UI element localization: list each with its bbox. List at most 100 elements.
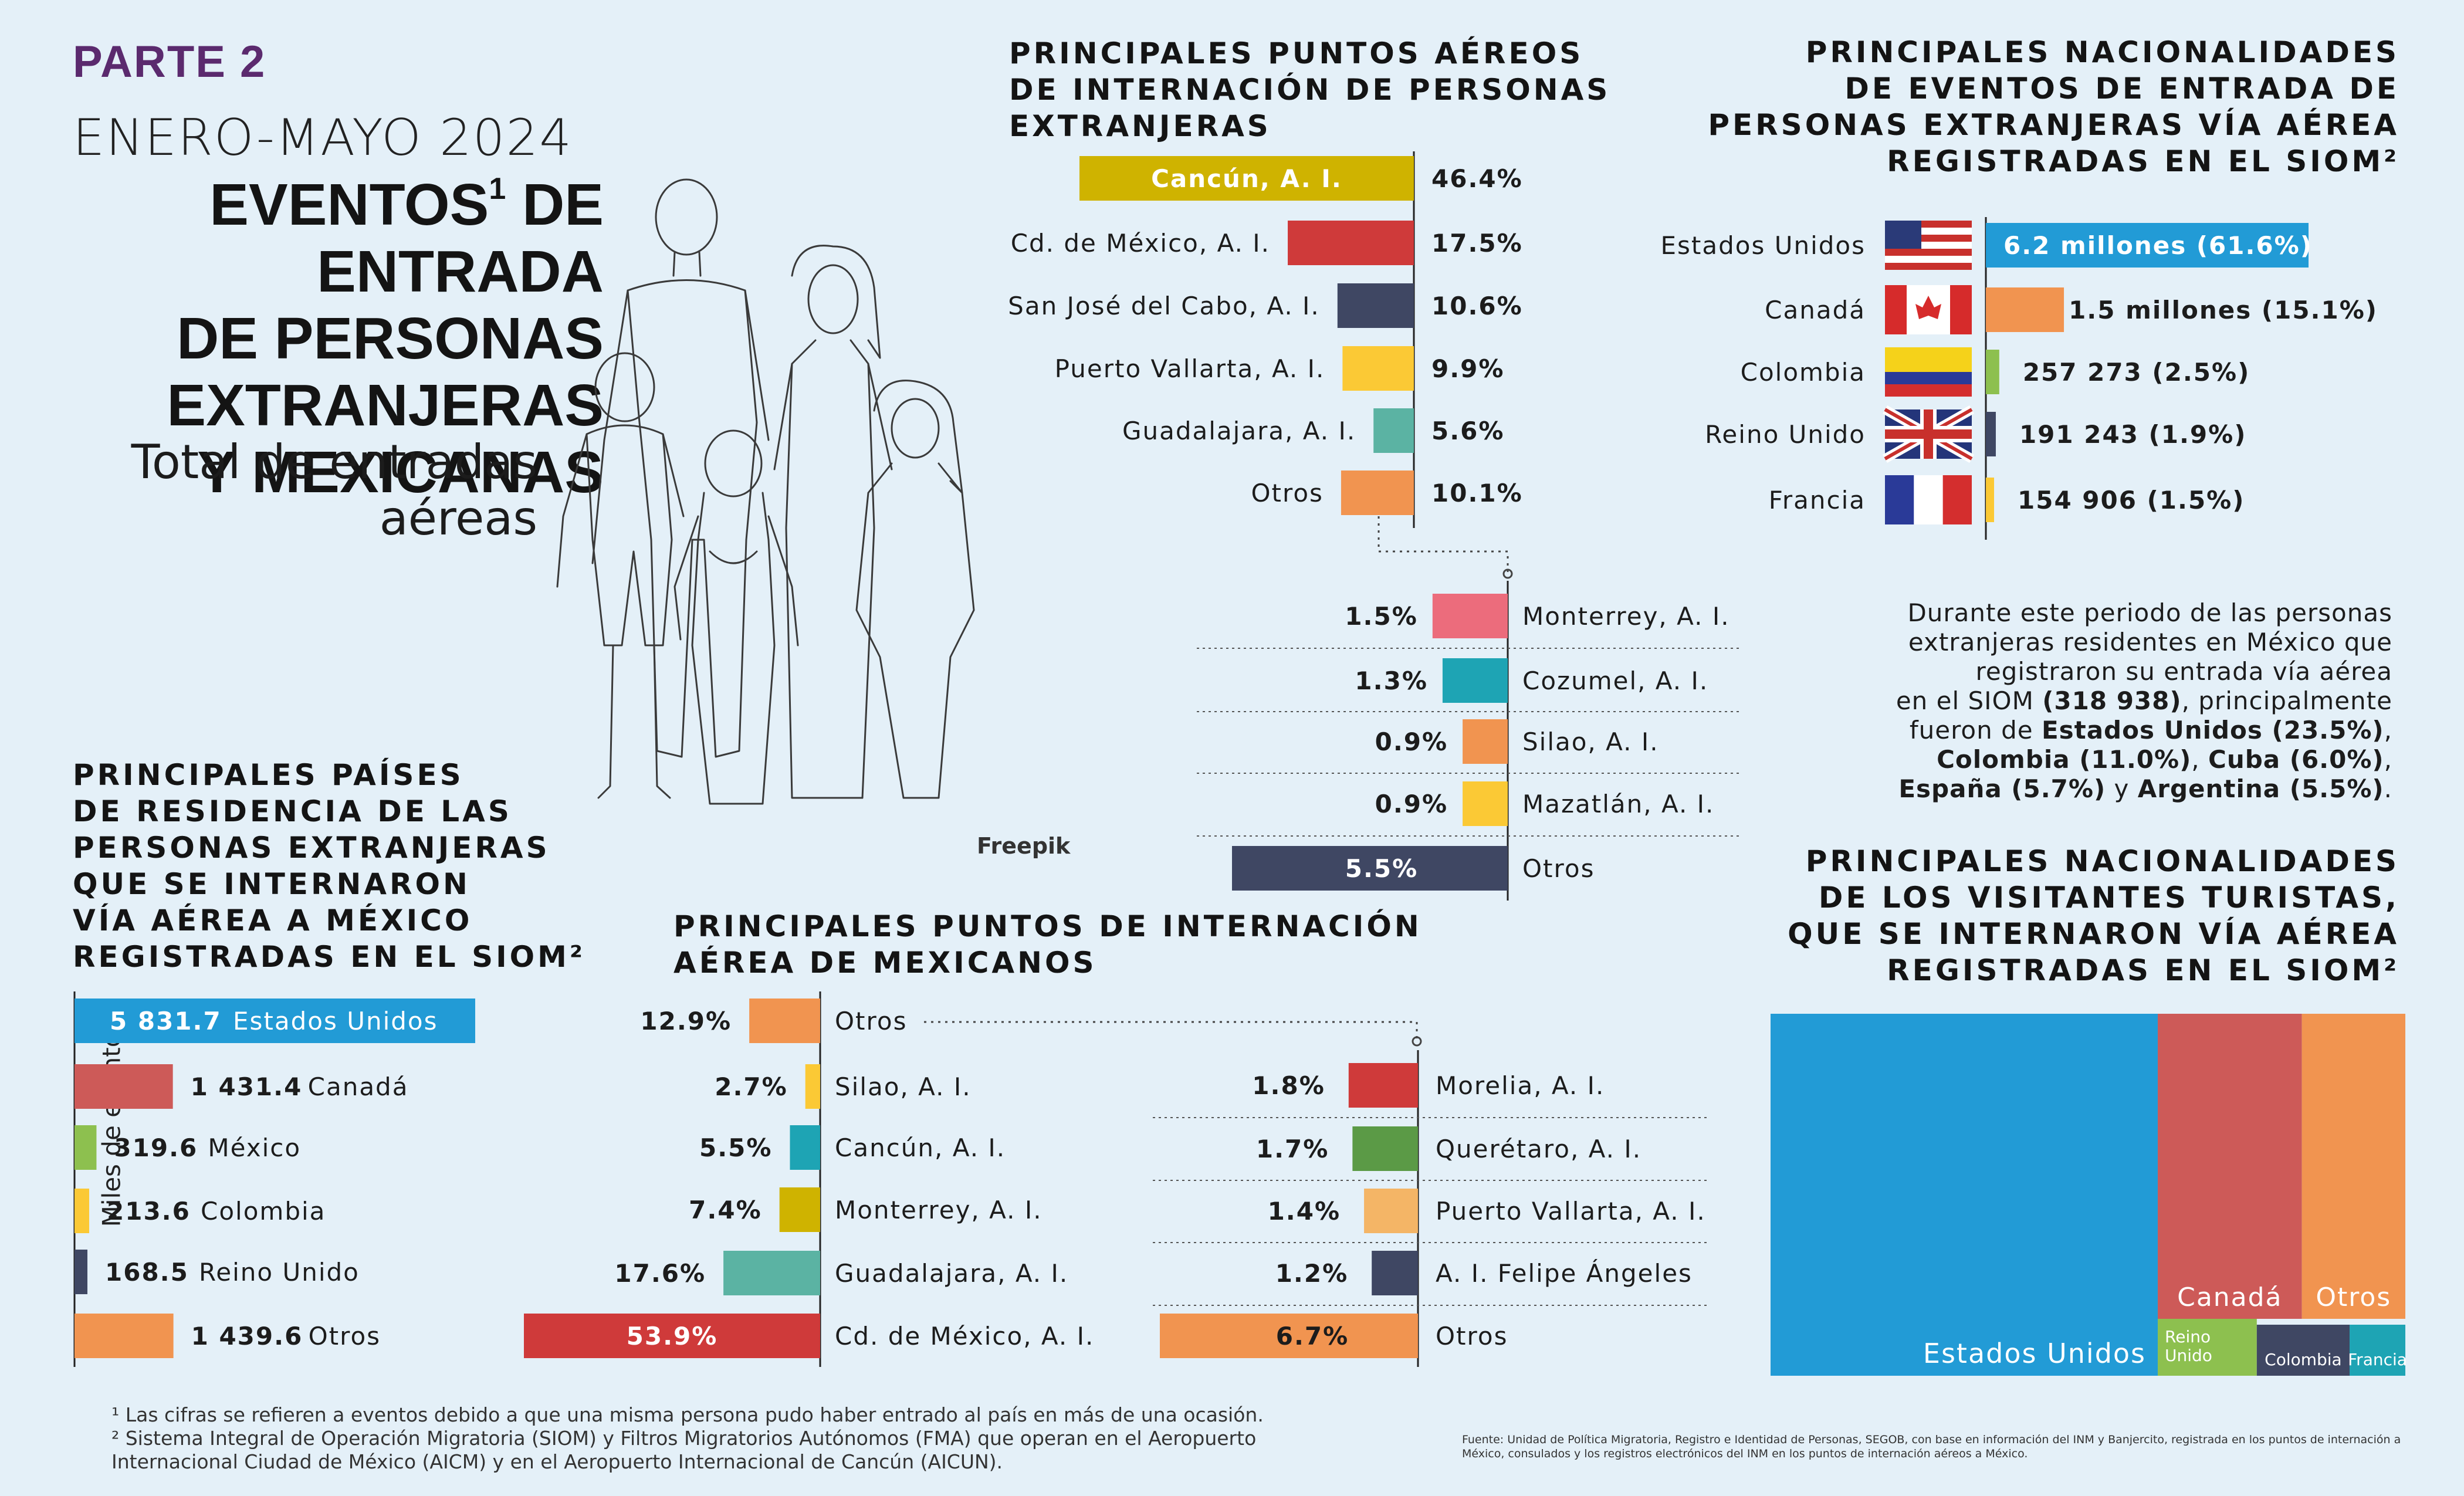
category-label: Otros: [309, 1322, 381, 1351]
bar: [1348, 1063, 1418, 1108]
bar: [1079, 156, 1414, 201]
bar: [1986, 478, 1994, 522]
category-label: Silao, A. I.: [835, 1072, 972, 1101]
category-label: Otros: [1436, 1322, 1508, 1351]
category-label: Colombia: [201, 1197, 326, 1226]
category-label: Mazatlán, A. I.: [1522, 790, 1714, 818]
category-label: Puerto Vallarta, A. I.: [1436, 1197, 1706, 1226]
category-label: Puerto Vallarta, A. I.: [1055, 354, 1325, 383]
footnote-2: ² Sistema Integral de Operación Migrator…: [111, 1427, 1257, 1450]
bar: [1352, 1126, 1418, 1171]
category-label: San José del Cabo, A. I.: [1008, 292, 1320, 320]
footnote-2-cont: Internacional Ciudad de México (AICM) y …: [111, 1450, 1003, 1473]
value-label: 9.9%: [1431, 354, 1504, 383]
bar: [75, 1189, 90, 1233]
bar: [1986, 412, 1996, 456]
bar: [805, 1064, 820, 1109]
source-note: Fuente: Unidad de Política Migratoria, R…: [1462, 1433, 2401, 1460]
treemap-cell: [2158, 1319, 2257, 1376]
category-label: México: [208, 1133, 301, 1162]
treemap-label: Unido: [2165, 1346, 2212, 1365]
category-label: Cozumel, A. I.: [1522, 666, 1708, 695]
title-line-4: Y MEXICANAS: [197, 439, 604, 505]
category-label: Monterrey, A. I.: [1522, 602, 1730, 631]
bar: [1442, 658, 1508, 703]
value-label: 46.4%: [1431, 164, 1523, 193]
bar: [1463, 719, 1508, 764]
category-label: A. I. Felipe Ángeles: [1436, 1258, 1693, 1288]
value-label: 1.4%: [1268, 1197, 1341, 1226]
bar: [75, 1125, 97, 1170]
canada-flag-icon: [1885, 285, 1972, 334]
category-label: Reino Unido: [1705, 420, 1866, 449]
category-label: Colombia: [1741, 358, 1866, 387]
value-label: 6.2 millones (61.6%): [2003, 231, 2313, 260]
category-label: Otros: [1522, 854, 1595, 883]
value-label: 5.6%: [1431, 417, 1504, 445]
total-subtitle: Total de entradas aéreas: [73, 434, 537, 547]
treemap-label: Reino: [2165, 1327, 2211, 1346]
category-label: Estados Unidos: [233, 1007, 438, 1035]
period-label: ENERO-MAYO 2024: [73, 109, 573, 167]
category-label: Cd. de México, A. I.: [1011, 229, 1270, 258]
colombia-flag-icon: [1885, 347, 1972, 397]
value-label: 7.4%: [689, 1196, 761, 1224]
value-label: 213.6: [107, 1197, 191, 1226]
value-label: 1.5 millones (15.1%): [2069, 296, 2378, 324]
chart-title-puntos-mexicanos: PRINCIPALES PUNTOS DE INTERNACIÓN AÉREA …: [673, 909, 1422, 980]
value-label: 1.7%: [1256, 1135, 1329, 1163]
bar: [1160, 1314, 1418, 1358]
france-flag-icon: [1885, 475, 1972, 524]
bar: [723, 1251, 820, 1295]
value-label: 0.9%: [1375, 790, 1448, 818]
value-label: 1.5%: [1345, 602, 1417, 631]
value-label: 17.5%: [1431, 229, 1523, 258]
connector-dot: [1412, 1036, 1422, 1047]
category-label: Cd. de México, A. I.: [835, 1322, 1094, 1351]
category-label: Guadalajara, A. I.: [1122, 417, 1356, 445]
bar: [524, 1314, 820, 1358]
usa-flag-icon: [1885, 221, 1972, 270]
bar: [1342, 346, 1414, 391]
treemap-cell: [2350, 1325, 2405, 1376]
bar: [1337, 283, 1414, 328]
value-label: 191 243 (1.9%): [2019, 420, 2246, 449]
bar: [1986, 287, 2064, 332]
category-label: Otros: [1251, 479, 1323, 507]
title-line-1: EVENTOS: [209, 172, 489, 238]
chart-title-paises-residencia: PRINCIPALES PAÍSES DE RESIDENCIA DE LAS …: [73, 758, 585, 974]
value-label: 1.3%: [1355, 666, 1427, 695]
main-title: EVENTOS1 DE ENTRADA DE PERSONAS EXTRANJE…: [73, 171, 604, 506]
value-label: 17.6%: [614, 1259, 706, 1288]
value-label: 10.6%: [1431, 292, 1523, 320]
treemap-label: Francia: [2348, 1350, 2407, 1369]
footnote-1: ¹ Las cifras se refieren a eventos debid…: [111, 1403, 1264, 1426]
treemap-label: Estados Unidos: [1923, 1338, 2146, 1369]
footnotes: ¹ Las cifras se refieren a eventos debid…: [111, 1403, 1264, 1474]
bar: [1986, 350, 1999, 394]
title-line-1b: DE ENTRADA: [317, 172, 604, 304]
value-label: 6.7%: [1276, 1322, 1349, 1351]
category-label: Estados Unidos: [1661, 231, 1866, 260]
total-line-1: Total de entradas: [131, 435, 537, 489]
value-label: 1 439.6: [191, 1322, 303, 1351]
category-label: Monterrey, A. I.: [835, 1196, 1043, 1224]
title-footnote-mark: 1: [489, 172, 506, 206]
bar: [75, 1064, 173, 1109]
category-label: Querétaro, A. I.: [1436, 1135, 1641, 1163]
connector-line: [1377, 516, 1509, 572]
bar: [1341, 471, 1414, 515]
value-label: 1.2%: [1275, 1259, 1348, 1288]
bar: [790, 1125, 820, 1170]
title-line-2: DE PERSONAS: [177, 306, 604, 371]
value-label: 1 431.4: [191, 1072, 303, 1101]
part-label: PARTE 2: [73, 37, 266, 87]
family-illustration: [556, 178, 975, 805]
category-label: Cancún, A. I.: [835, 1133, 1006, 1162]
bar: [75, 999, 475, 1043]
bar: [1372, 1251, 1418, 1295]
bar: [1288, 221, 1414, 265]
value-label: 2.7%: [715, 1072, 787, 1101]
treemap-cell: [1771, 1014, 2158, 1376]
residentes-note: Durante este periodo de las personas ext…: [1896, 598, 2392, 803]
